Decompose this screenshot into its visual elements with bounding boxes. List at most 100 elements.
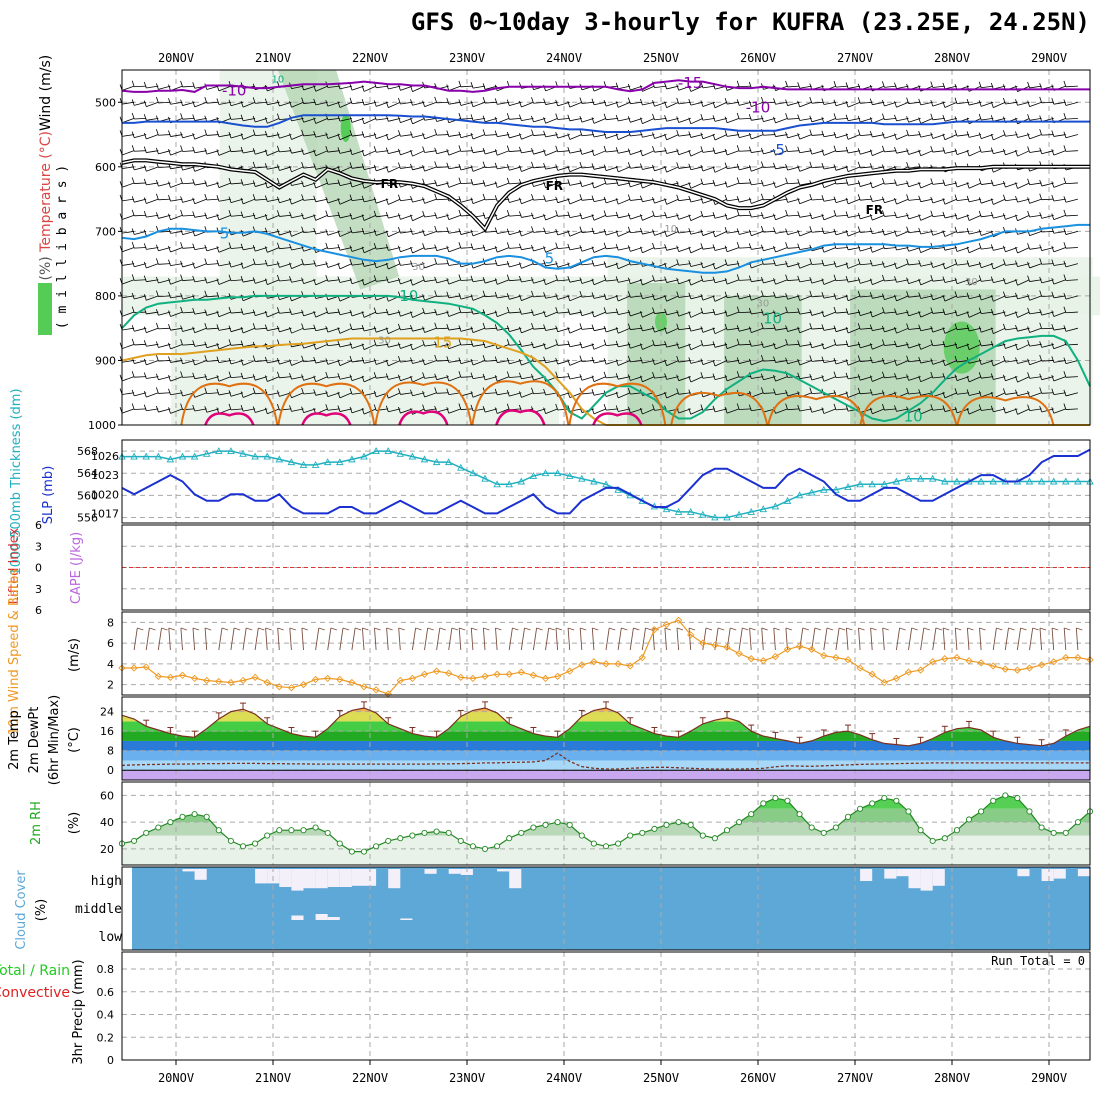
upper-wind-barb [714,214,728,219]
upper-wind-barb [460,182,473,185]
rh-point [288,827,295,834]
upper-wind-barb [860,311,873,317]
wind-speed-point [493,670,501,678]
upper-wind-barb [1029,343,1042,347]
upper-wind-barb [497,214,510,221]
upper-wind-barb [230,118,244,120]
upper-wind-barb [325,261,329,268]
upper-wind-barb [1039,276,1043,283]
rh-point [131,837,138,844]
wind-barb-10m [168,627,175,631]
upper-wind-barb [775,198,788,202]
upper-wind-barb [482,193,486,201]
upper-wind-barb [811,134,824,136]
upper-wind-barb [267,279,280,286]
upper-wind-barb [192,178,196,186]
y-axis-label-minmax: (6hr Min/Max) [47,695,62,785]
upper-wind-barb [446,323,450,331]
upper-wind-barb [1005,408,1018,414]
upper-wind-barb [506,293,510,300]
upper-wind-barb [182,230,195,236]
upper-wind-barb [906,355,909,362]
wind-barb-10m [814,627,822,631]
cloud-high-gap [884,869,897,879]
upper-wind-barb [627,148,631,155]
upper-wind-barb [678,376,691,382]
upper-wind-barb [1041,101,1054,104]
upper-wind-barb [509,134,522,139]
wind-speed-point [1037,661,1046,669]
upper-wind-barb [581,182,595,188]
wind-speed-point [227,678,235,687]
upper-wind-barb [835,150,849,153]
upper-wind-barb [557,230,570,236]
upper-wind-barb [906,309,909,316]
rh-point [469,843,476,850]
upper-wind-barb [603,261,607,268]
upper-wind-barb [726,118,740,124]
upper-wind-barb [134,408,147,410]
upper-wind-barb [519,262,522,269]
upper-wind-barb [857,194,861,201]
rh-point [965,816,973,823]
upper-wind-barb [506,99,510,106]
upper-wind-barb [787,327,800,332]
upper-wind-barb [821,291,825,299]
upper-wind-barb [180,389,183,397]
upper-wind-barb [872,327,885,331]
upper-wind-barb [1051,181,1055,188]
upper-wind-barb [506,325,510,332]
upper-wind-barb [1029,376,1042,379]
upper-wind-barb [739,327,752,332]
upper-wind-barb [956,230,970,234]
upper-wind-barb [484,279,498,284]
upper-wind-barb [156,193,159,200]
upper-wind-barb [1053,150,1066,156]
upper-wind-barb [942,359,946,366]
upper-wind-barb [884,360,897,365]
upper-wind-barb [289,211,292,218]
upper-wind-barb [918,214,922,221]
upper-wind-barb [775,295,788,299]
upper-wind-barb [618,166,631,173]
upper-wind-barb [482,161,486,168]
upper-wind-barb [918,292,922,299]
upper-wind-barb [158,279,171,284]
upper-wind-barb [170,230,183,234]
upper-wind-barb [230,134,244,139]
upper-wind-barb [277,371,280,378]
upper-wind-barb [896,311,909,315]
upper-wind-barb [920,408,933,415]
upper-wind-barb [446,98,450,105]
temp-tick-label: 24 [100,706,114,719]
upper-wind-barb [376,214,389,218]
upper-wind-barb [1051,323,1055,331]
x-tick-label-bottom: 20NOV [158,1071,194,1085]
upper-wind-barb [821,162,825,170]
wind-speed-point [892,674,901,683]
upper-wind-barb [484,247,498,252]
upper-wind-barb [908,408,921,414]
upper-wind-barb [860,198,873,201]
upper-wind-barb [349,180,353,188]
wind-barb-10m [555,627,559,651]
upper-wind-barb [678,263,691,266]
upper-wind-barb [605,101,619,107]
upper-wind-barb [143,81,147,89]
upper-wind-barb [264,117,268,124]
upper-wind-barb [799,101,812,108]
upper-wind-barb [1015,343,1018,350]
upper-wind-barb [168,324,171,331]
upper-wind-barb [242,263,256,269]
upper-wind-barb [882,164,885,171]
panel-frame [121,69,1091,426]
upper-wind-barb [301,212,304,220]
upper-wind-barb [690,230,703,235]
upper-wind-barb [835,327,849,333]
cloud-high-gap [315,869,328,889]
upper-wind-barb [1041,343,1054,348]
upper-wind-barb [533,150,546,155]
upper-wind-barb [303,392,316,395]
upper-wind-barb [748,340,752,347]
upper-wind-barb [1005,247,1018,253]
